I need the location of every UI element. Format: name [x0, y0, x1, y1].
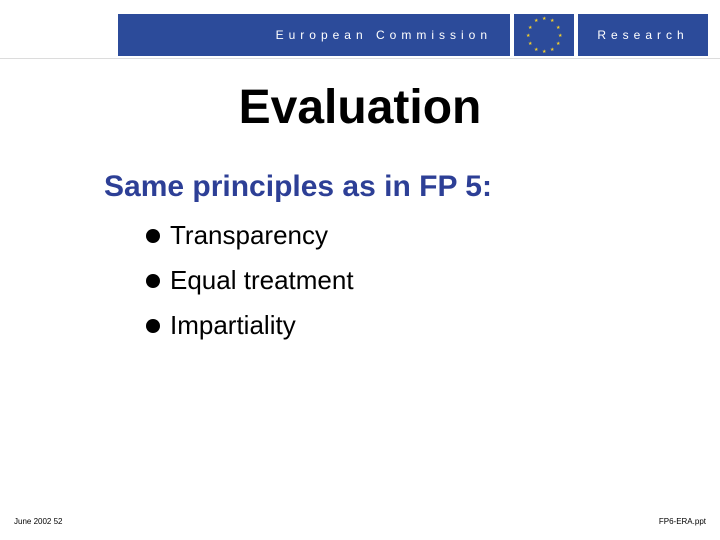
- eu-flag-stars: ★ ★ ★ ★ ★ ★ ★ ★ ★ ★ ★ ★: [514, 14, 574, 56]
- slide: European Commission ★ ★ ★ ★ ★ ★ ★ ★ ★ ★ …: [0, 0, 720, 540]
- header-left-segment: European Commission: [118, 14, 510, 56]
- bullet-icon: [146, 319, 160, 333]
- bullet-icon: [146, 229, 160, 243]
- header-right-segment: Research: [578, 14, 708, 56]
- header-left-text: European Commission: [276, 28, 492, 42]
- slide-title: Evaluation: [0, 80, 720, 135]
- header-rule: [0, 58, 720, 59]
- list-item: Transparency: [146, 220, 354, 251]
- bullet-icon: [146, 274, 160, 288]
- footer-left: June 2002 52: [14, 517, 63, 526]
- footer-right: FP6-ERA.ppt: [659, 517, 706, 526]
- eu-flag-icon: ★ ★ ★ ★ ★ ★ ★ ★ ★ ★ ★ ★: [514, 14, 574, 56]
- bullet-text: Impartiality: [170, 310, 296, 341]
- list-item: Equal treatment: [146, 265, 354, 296]
- list-item: Impartiality: [146, 310, 354, 341]
- header-bar: European Commission ★ ★ ★ ★ ★ ★ ★ ★ ★ ★ …: [118, 14, 708, 56]
- bullet-list: Transparency Equal treatment Impartialit…: [146, 220, 354, 355]
- slide-subtitle: Same principles as in FP 5:: [104, 170, 492, 204]
- header-right-text: Research: [597, 28, 688, 42]
- bullet-text: Equal treatment: [170, 265, 354, 296]
- bullet-text: Transparency: [170, 220, 328, 251]
